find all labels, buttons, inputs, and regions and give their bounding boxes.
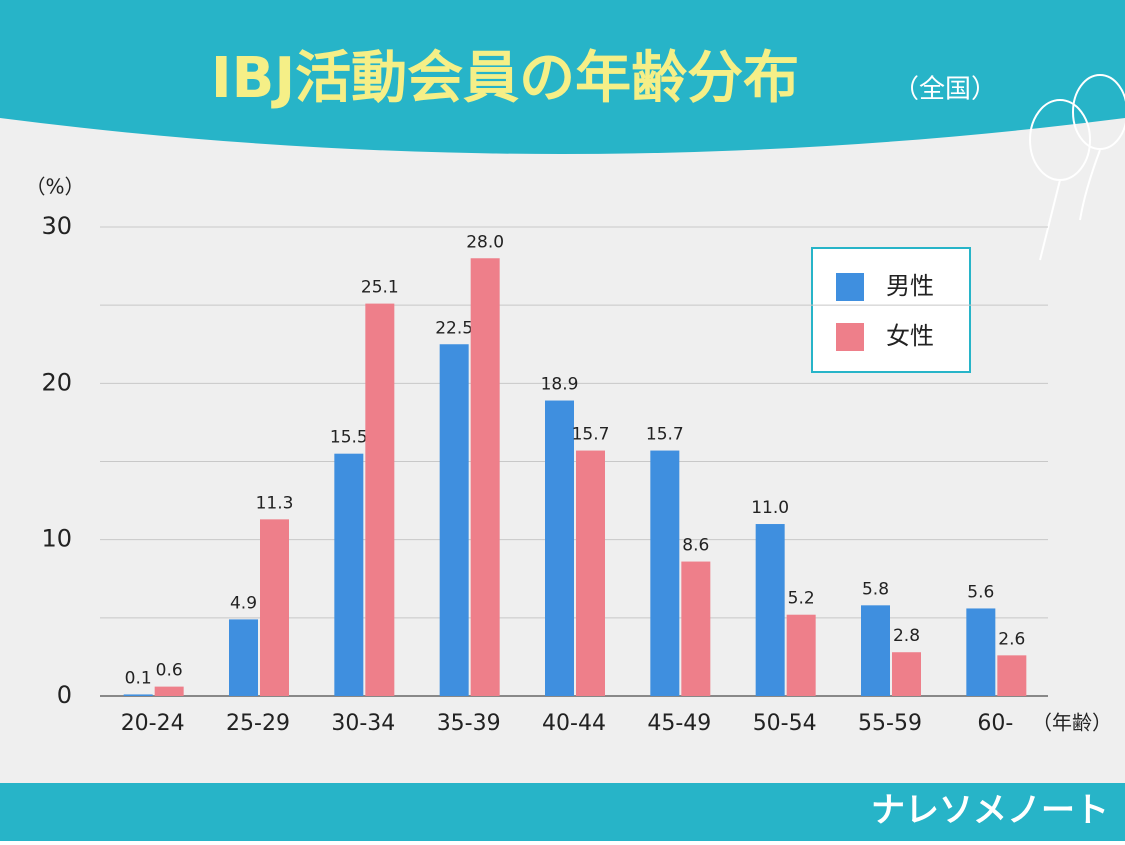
value-label: 11.0 [751, 498, 789, 518]
value-label: 2.6 [998, 629, 1025, 649]
bar [892, 652, 921, 696]
value-label: 5.8 [862, 579, 889, 599]
y-tick-label: 30 [41, 212, 72, 240]
balloons [1029, 74, 1125, 261]
footer-band [0, 783, 1125, 841]
value-label: 15.5 [330, 428, 368, 448]
legend-swatch [836, 273, 864, 301]
value-label: 22.5 [435, 318, 473, 338]
value-label: 4.9 [230, 593, 257, 613]
legend-box [811, 247, 971, 373]
bar [334, 453, 364, 696]
y-tick-label: 0 [57, 681, 72, 709]
bar [786, 614, 816, 696]
header-band [0, 0, 1125, 154]
value-label: 18.9 [541, 375, 579, 395]
value-label: 8.6 [682, 536, 709, 556]
value-label: 15.7 [646, 425, 684, 445]
value-label: 5.2 [788, 589, 815, 609]
legend-swatch [836, 323, 864, 351]
x-tick-label: 20-24 [121, 711, 185, 736]
y-tick-label: 20 [41, 368, 72, 396]
brand: ナレソメノート [871, 791, 1109, 831]
value-label: 15.7 [572, 425, 610, 445]
bar [576, 450, 605, 696]
legend-label: 女性 [886, 322, 934, 350]
bar [755, 524, 785, 696]
bar [650, 450, 680, 696]
legend-label: 男性 [886, 272, 934, 300]
bar [229, 619, 258, 696]
value-label: 5.6 [967, 582, 994, 602]
y-axis-label: （%） [25, 175, 84, 199]
x-tick-label: 30-34 [331, 711, 395, 736]
value-label: 25.1 [361, 278, 399, 298]
bar [861, 605, 890, 696]
bar [439, 344, 469, 696]
chart-subtitle: （全国） [893, 75, 997, 105]
value-label: 2.8 [893, 626, 920, 646]
bar [545, 400, 574, 696]
y-tick-label: 10 [41, 525, 72, 553]
bar [681, 561, 711, 696]
bar [260, 519, 289, 696]
value-label: 0.6 [156, 661, 183, 681]
bar [966, 608, 996, 696]
chart-title: IBJ活動会員の年齢分布 [211, 46, 799, 111]
bar [470, 258, 500, 696]
x-axis-label: （年齢） [1032, 711, 1112, 735]
x-tick-label: 40-44 [542, 711, 606, 736]
value-label: 11.3 [256, 493, 294, 513]
bar [997, 655, 1027, 696]
value-label: 0.1 [125, 668, 152, 688]
bar [154, 686, 184, 696]
bar [365, 303, 395, 696]
x-tick-label: 25-29 [226, 711, 290, 736]
x-tick-label: 60- [977, 711, 1013, 736]
x-tick-label: 55-59 [858, 711, 922, 736]
x-tick-label: 45-49 [647, 711, 711, 736]
x-tick-label: 50-54 [753, 711, 817, 736]
x-tick-label: 35-39 [437, 711, 501, 736]
bar [123, 694, 153, 696]
value-label: 28.0 [466, 232, 504, 252]
